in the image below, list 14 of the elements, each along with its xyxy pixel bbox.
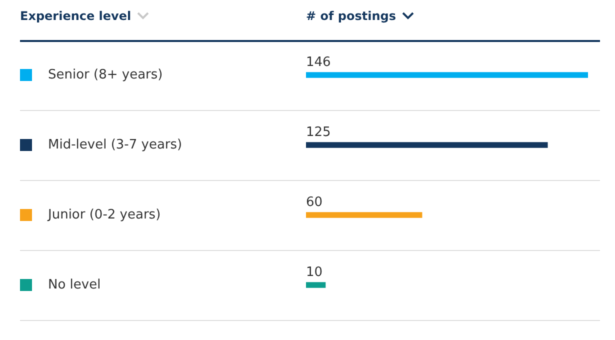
bar bbox=[306, 72, 588, 78]
data-label: 60 bbox=[306, 194, 323, 210]
y-tick-label: Mid-level (3-7 years) bbox=[48, 137, 182, 152]
y-tick-label: No level bbox=[48, 277, 101, 292]
bar bbox=[306, 212, 422, 218]
data-label: 146 bbox=[306, 54, 331, 70]
y-tick-label: Junior (0-2 years) bbox=[47, 207, 161, 222]
data-label: 10 bbox=[306, 264, 323, 280]
text: # of postings bbox=[306, 9, 396, 23]
y-tick-label: Senior (8+ years) bbox=[48, 67, 163, 82]
bar bbox=[306, 282, 326, 288]
text: Experience level bbox=[20, 9, 132, 23]
bar bbox=[306, 142, 548, 148]
data-label: 125 bbox=[306, 124, 331, 140]
